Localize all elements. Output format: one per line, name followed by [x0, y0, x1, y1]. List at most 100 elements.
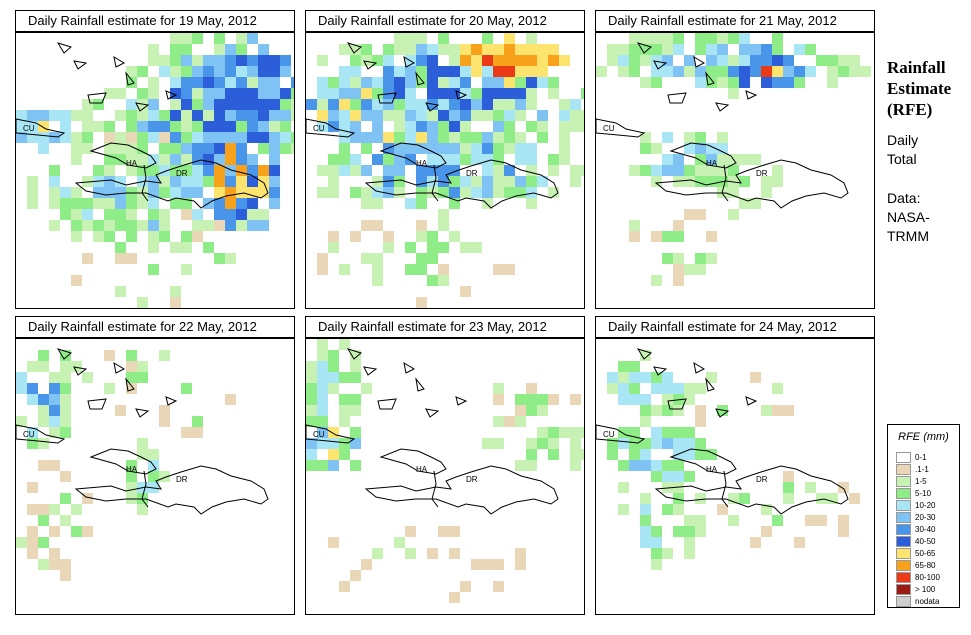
- rainfall-cell: [148, 198, 159, 209]
- rainfall-cell: [339, 372, 350, 383]
- rainfall-cell: [181, 121, 192, 132]
- rainfall-cell: [192, 209, 203, 220]
- rainfall-cell: [739, 77, 750, 88]
- rainfall-cell: [225, 66, 236, 77]
- rainfall-cell: [761, 526, 772, 537]
- rainfall-cell: [416, 132, 427, 143]
- rainfall-cell: [706, 154, 717, 165]
- rainfall-cell: [673, 383, 684, 394]
- rainfall-cell: [416, 165, 427, 176]
- rainfall-cell: [71, 110, 82, 121]
- legend-swatch: [896, 488, 911, 499]
- rainfall-cell: [651, 405, 662, 416]
- legend-label: > 100: [915, 585, 936, 594]
- rainfall-cell: [269, 165, 280, 176]
- rainfall-cell: [783, 482, 794, 493]
- rainfall-cell: [236, 176, 247, 187]
- rainfall-cell: [728, 493, 739, 504]
- rainfall-cell: [772, 405, 783, 416]
- island-outline: [56, 348, 73, 360]
- rainfall-cell: [317, 55, 328, 66]
- rainfall-cell: [350, 121, 361, 132]
- rainfall-cell: [405, 66, 416, 77]
- rainfall-cell: [247, 220, 258, 231]
- rainfall-cell: [640, 416, 651, 427]
- rainfall-cell: [247, 33, 258, 44]
- side-title-line-1: Rainfall: [887, 58, 946, 77]
- rainfall-map-20-may: CU HA DR: [305, 32, 585, 309]
- rainfall-cell: [115, 176, 126, 187]
- rainfall-cell: [192, 416, 203, 427]
- rainfall-cell: [350, 110, 361, 121]
- rainfall-cell: [761, 77, 772, 88]
- rainfall-cell: [629, 372, 640, 383]
- rainfall-cell: [383, 110, 394, 121]
- rainfall-cell: [280, 143, 291, 154]
- rainfall-cell: [772, 383, 783, 394]
- rainfall-cell: [651, 372, 662, 383]
- rainfall-cell: [269, 121, 280, 132]
- haiti-dr-border: [721, 164, 729, 202]
- rainfall-cell: [728, 165, 739, 176]
- rainfall-cell: [427, 66, 438, 77]
- hispaniola-coastline: [364, 159, 559, 209]
- rainfall-cell: [515, 416, 526, 427]
- rainfall-cell: [739, 44, 750, 55]
- rainfall-cell: [49, 460, 60, 471]
- rainfall-cell: [482, 44, 493, 55]
- legend-swatch: [896, 500, 911, 511]
- island-outline: [745, 90, 758, 100]
- rainfall-cell: [82, 198, 93, 209]
- rainfall-cell: [60, 361, 71, 372]
- rainfall-cell: [38, 143, 49, 154]
- rainfall-cell: [181, 143, 192, 154]
- rainfall-cell: [372, 77, 383, 88]
- rainfall-cell: [60, 394, 71, 405]
- rainfall-cell: [236, 88, 247, 99]
- rainfall-cell: [258, 176, 269, 187]
- rainfall-cell: [361, 187, 372, 198]
- rainfall-cell: [339, 66, 350, 77]
- rainfall-cell: [350, 44, 361, 55]
- rainfall-cell: [60, 559, 71, 570]
- rainfall-cell: [559, 55, 570, 66]
- country-label-cuba: CU: [603, 124, 615, 133]
- rainfall-cell: [684, 165, 695, 176]
- rainfall-cell: [170, 99, 181, 110]
- rainfall-cell: [82, 176, 93, 187]
- rainfall-cell: [673, 231, 684, 242]
- rainfall-cell: [306, 416, 317, 427]
- rainfall-cell: [38, 394, 49, 405]
- rainfall-cell: [306, 460, 317, 471]
- rainfall-cell: [192, 427, 203, 438]
- rainfall-grid: CU HA DR: [306, 33, 584, 308]
- rainfall-cell: [203, 121, 214, 132]
- rainfall-cell: [460, 99, 471, 110]
- rainfall-cell: [706, 253, 717, 264]
- rainfall-cell: [405, 77, 416, 88]
- rainfall-cell: [717, 165, 728, 176]
- rainfall-cell: [49, 405, 60, 416]
- rainfall-cell: [537, 44, 548, 55]
- country-label-cuba: CU: [23, 124, 35, 133]
- rainfall-cell: [427, 548, 438, 559]
- rainfall-cell: [372, 99, 383, 110]
- rainfall-cell: [159, 110, 170, 121]
- rainfall-cell: [137, 121, 148, 132]
- rainfall-cell: [192, 99, 203, 110]
- rainfall-cell: [350, 405, 361, 416]
- rainfall-cell: [383, 187, 394, 198]
- rainfall-cell: [493, 154, 504, 165]
- rainfall-cell: [236, 187, 247, 198]
- rainfall-cell: [280, 99, 291, 110]
- rainfall-cell: [269, 132, 280, 143]
- rainfall-cell: [438, 33, 449, 44]
- rainfall-cell: [651, 231, 662, 242]
- island-outline: [403, 361, 416, 374]
- rainfall-cell: [225, 154, 236, 165]
- rainfall-cell: [662, 394, 673, 405]
- rainfall-cell: [537, 427, 548, 438]
- rainfall-cell: [695, 449, 706, 460]
- rainfall-cell: [482, 559, 493, 570]
- rainfall-cell: [816, 493, 827, 504]
